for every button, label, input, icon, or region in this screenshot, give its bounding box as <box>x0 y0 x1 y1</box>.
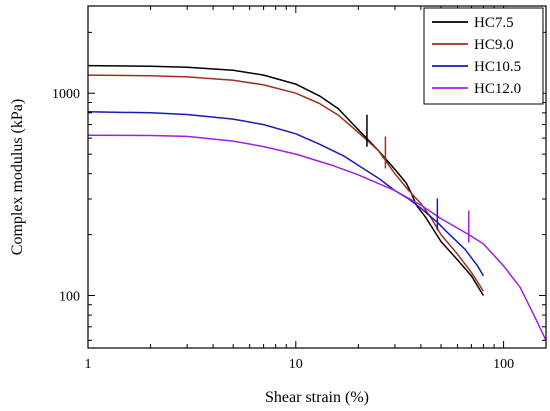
x-axis-label: Shear strain (%) <box>265 389 369 406</box>
y-axis-label: Complex modulus (kPa) <box>9 99 26 255</box>
legend-label-hc7-5: HC7.5 <box>474 15 514 31</box>
x-tick-label: 10 <box>289 357 303 372</box>
legend: HC7.5 HC9.0 HC10.5 HC12.0 <box>423 7 544 105</box>
legend-label-hc12-0: HC12.0 <box>474 81 521 97</box>
series-line-hc12-0 <box>87 134 547 341</box>
strain-markers <box>366 114 470 243</box>
y-tick-label: 1000 <box>52 87 80 102</box>
x-tick-label: 100 <box>493 357 514 372</box>
series-line-hc10-5 <box>87 111 485 277</box>
x-tick-label: 1 <box>85 357 92 372</box>
legend-label-hc9-0: HC9.0 <box>474 37 514 53</box>
series-line-hc9-0 <box>87 74 485 292</box>
plot-lines <box>87 64 547 341</box>
tick-labels: 1 10 100 100 1000 <box>52 87 514 372</box>
plot-frame <box>87 5 547 349</box>
legend-label-hc10-5: HC10.5 <box>474 59 521 75</box>
y-tick-label: 100 <box>59 289 80 304</box>
